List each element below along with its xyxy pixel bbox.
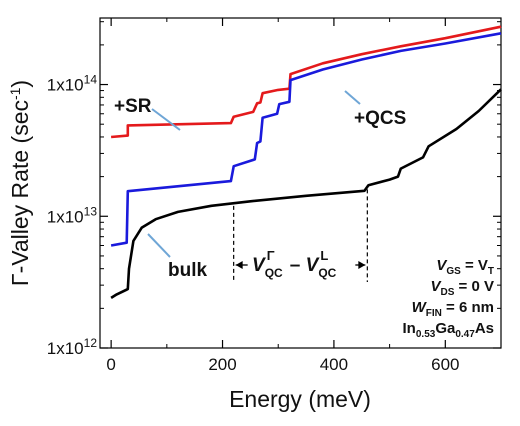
y-axis-title: Γ-Valley Rate (sec-1) (7, 80, 33, 286)
series-line-sr (110, 25, 502, 139)
y-tick-label: 1x1012 (47, 336, 98, 358)
energy-range-label: VQCΓ – VQCL (252, 248, 337, 280)
condition-line: WFIN = 6 nm (412, 299, 494, 319)
y-tick-label: 1x1013 (47, 204, 98, 226)
plot-frame (99, 17, 502, 349)
series-lines (110, 25, 502, 300)
tick-labels: 0 200 400 600 1x1012 1x1013 1x1014 (47, 73, 460, 374)
x-tick-label: 600 (431, 355, 459, 374)
x-axis-title: Energy (meV) (229, 386, 371, 412)
range-arrowhead-left (235, 261, 243, 269)
x-tick-label: 200 (208, 355, 236, 374)
series-line-qcs (110, 32, 502, 247)
sr-leader-line (151, 108, 181, 131)
bulk-label: bulk (168, 260, 207, 281)
range-arrowhead-right (358, 261, 366, 269)
material-label: In0.53Ga0.47As (403, 320, 494, 340)
y-tick-label: 1x1014 (47, 73, 98, 95)
bulk-leader-line (147, 233, 171, 258)
x-tick-label: 0 (106, 355, 115, 374)
condition-line: VGS = VT (436, 257, 494, 277)
sr-label: +SR (114, 96, 152, 117)
qcs-label: +QCS (354, 108, 406, 129)
qcs-leader-line (344, 90, 361, 105)
tick-marks (100, 18, 502, 349)
condition-line: VDS = 0 V (430, 278, 494, 298)
x-tick-label: 400 (320, 355, 348, 374)
series-line-bulk (110, 88, 502, 300)
